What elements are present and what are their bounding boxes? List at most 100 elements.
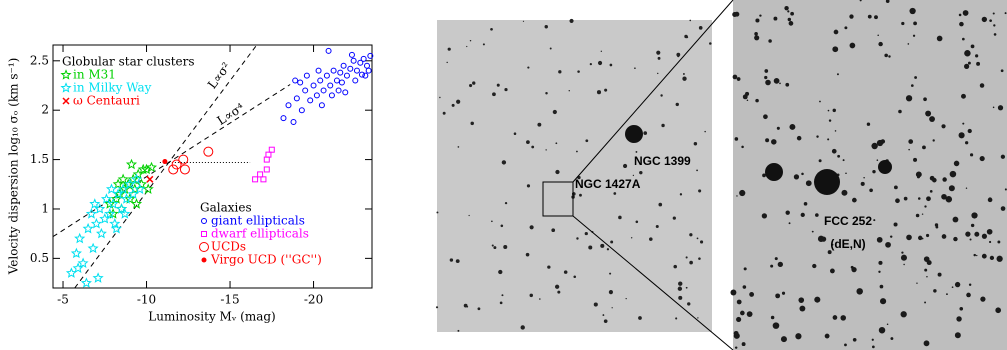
- legend-marker: [201, 257, 207, 263]
- star-dot: [886, 323, 889, 325]
- star-dot: [915, 213, 920, 218]
- star-dot: [951, 286, 954, 288]
- star-dot: [657, 56, 661, 60]
- star-dot: [964, 63, 970, 70]
- star-dot: [736, 77, 741, 81]
- star-dot: [498, 269, 503, 275]
- point: [263, 166, 270, 173]
- star-dot: [675, 102, 679, 107]
- point: [117, 183, 129, 194]
- star-dot: [852, 337, 857, 342]
- star-dot: [836, 73, 839, 76]
- star-dot: [869, 188, 873, 193]
- point: [203, 146, 214, 157]
- point: [352, 77, 359, 84]
- star-dot: [463, 303, 468, 308]
- star-dot: [888, 55, 891, 58]
- star-dot: [634, 67, 636, 70]
- star-dot: [604, 88, 608, 92]
- point: [178, 154, 189, 165]
- star-dot: [689, 19, 692, 22]
- star-dot: [981, 253, 987, 259]
- star-dot: [606, 248, 610, 251]
- star-dot: [730, 289, 737, 296]
- star-dot: [682, 73, 685, 75]
- images: NGC 1399 NGC 1427A FCC 252 (dE,N): [435, 0, 1007, 350]
- star-dot: [545, 91, 548, 95]
- star-dot: [576, 237, 579, 240]
- star-dot: [746, 99, 749, 102]
- star-dot: [860, 181, 865, 186]
- point: [85, 208, 97, 219]
- point: [285, 102, 292, 109]
- star-dot: [569, 18, 574, 23]
- point: [87, 242, 99, 254]
- star-dot: [759, 14, 762, 17]
- star-dot: [684, 34, 688, 39]
- star-dot: [499, 301, 503, 305]
- star-dot: [1000, 206, 1006, 211]
- star-dot: [885, 0, 890, 3]
- image-label: FCC 252: [824, 214, 872, 228]
- star-dot: [815, 213, 819, 217]
- star-dot: [976, 254, 978, 257]
- star-dot: [555, 169, 560, 175]
- star-dot: [921, 213, 924, 215]
- star-dot: [622, 163, 628, 169]
- star-dot: [948, 185, 955, 192]
- star-dot: [455, 259, 460, 264]
- star-dot: [658, 202, 663, 207]
- point: [330, 67, 337, 74]
- star-dot: [736, 195, 738, 197]
- star-dot: [678, 295, 683, 300]
- point: [367, 52, 374, 59]
- star-dot: [655, 224, 659, 229]
- star-dot: [544, 25, 548, 29]
- point: [357, 59, 364, 66]
- point: [347, 65, 354, 72]
- star-dot: [799, 305, 806, 312]
- star-dot: [996, 255, 1003, 262]
- star-dot: [959, 306, 964, 311]
- star-dot: [974, 231, 980, 237]
- star-dot: [696, 237, 699, 240]
- star-dot: [784, 5, 789, 11]
- star-dot: [435, 306, 439, 309]
- point: [257, 171, 264, 178]
- star-dot: [573, 275, 577, 279]
- star-dot: [849, 14, 854, 19]
- star-dot: [844, 343, 847, 347]
- star-dot: [924, 205, 927, 208]
- point: [72, 262, 84, 273]
- star-dot: [531, 145, 535, 149]
- star-dot: [588, 245, 593, 250]
- star-dot: [589, 63, 592, 66]
- star-dot: [1004, 12, 1007, 15]
- star-dot: [981, 16, 988, 23]
- star-dot: [906, 234, 912, 241]
- star-dot: [704, 130, 706, 133]
- star-dot: [975, 54, 979, 58]
- image-label: (dE,N): [830, 237, 865, 251]
- legend-label: dwarf ellipticals: [211, 227, 309, 241]
- star-dot: [997, 240, 1001, 244]
- point: [134, 183, 146, 194]
- star-dot: [945, 196, 953, 203]
- star-dot: [693, 142, 698, 146]
- star-dot: [932, 139, 935, 142]
- star-dot: [907, 43, 910, 45]
- point: [365, 67, 372, 74]
- star-dot: [504, 201, 508, 205]
- point: [82, 222, 94, 234]
- star-dot: [845, 172, 847, 175]
- star-dot: [649, 237, 653, 241]
- star-dot: [457, 146, 460, 148]
- star-dot: [954, 281, 961, 288]
- star-dot: [831, 243, 834, 246]
- star-dot: [873, 219, 876, 222]
- star-dot: [900, 311, 907, 318]
- star-dot: [872, 169, 876, 174]
- star-dot: [734, 346, 738, 349]
- point: [117, 173, 129, 185]
